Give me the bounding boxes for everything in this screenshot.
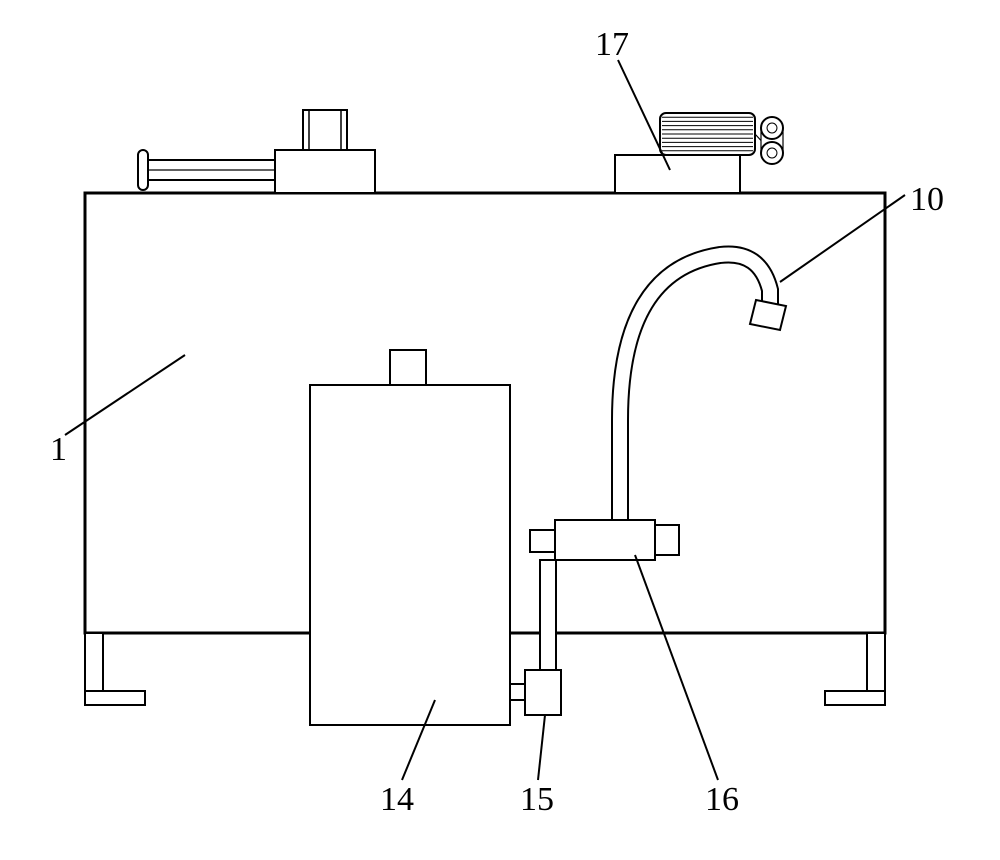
label-10: 10 <box>910 181 944 218</box>
label-1: 1 <box>50 431 67 468</box>
label-14: 14 <box>380 781 414 818</box>
foot <box>825 633 885 705</box>
box-14 <box>310 350 510 725</box>
label-15: 15 <box>520 781 554 818</box>
label-17: 17 <box>595 26 629 63</box>
leader-15 <box>538 715 545 780</box>
valve-15 <box>510 670 561 715</box>
foot <box>85 633 145 705</box>
motor-17 <box>615 113 783 193</box>
label-16: 16 <box>705 781 739 818</box>
